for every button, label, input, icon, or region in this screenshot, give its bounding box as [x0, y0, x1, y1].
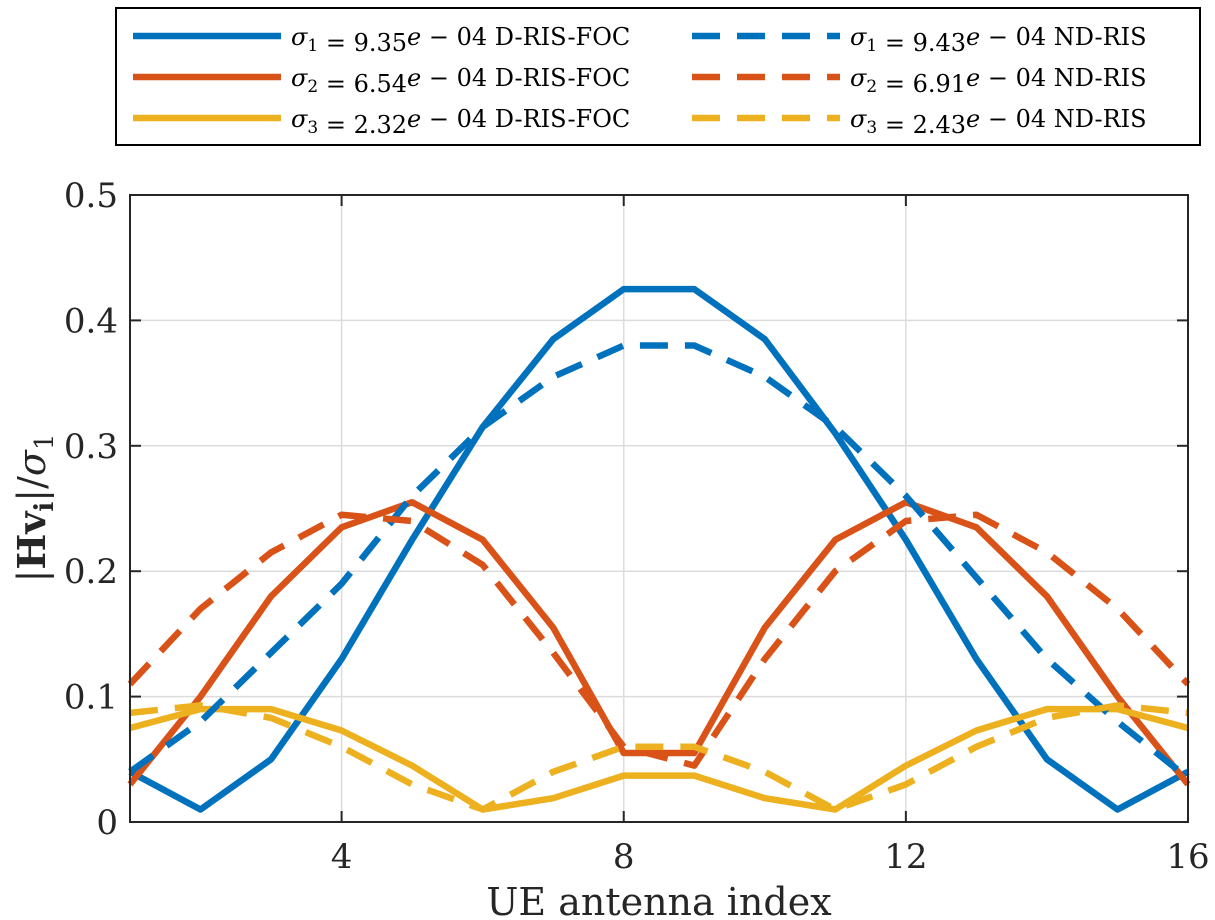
x-tick-label: 4 [331, 837, 353, 877]
y-axis-label-h: Hv [9, 510, 54, 570]
x-axis-label: UE antenna index [486, 880, 831, 920]
legend-box [115, 7, 1201, 146]
legend-label-6: σ3 = 2.43e − 04 ND-RIS [850, 105, 1147, 139]
legend-label-3: σ3 = 2.32e − 04 D-RIS-FOC [291, 105, 630, 139]
y-axis-label-sigma: σ [10, 449, 54, 476]
ticks: 4 8 12 16 0 0.1 0.2 0.3 0.4 0.5 [64, 176, 1210, 877]
legend: σ1 = 9.35e − 04 D-RIS-FOC σ2 = 6.54e − 04… [115, 7, 1201, 146]
series-layer [127, 285, 1191, 813]
series-line-5 [127, 511, 1191, 769]
legend-label-1: σ1 = 9.35e − 04 D-RIS-FOC [291, 23, 630, 57]
y-axis-label: |Hvi|/σ1 [9, 434, 60, 583]
y-axis-label-i: i [30, 502, 60, 512]
series-line-1 [128, 285, 1190, 813]
plot-frame [129, 194, 1189, 823]
axes [129, 194, 1189, 823]
y-axis-label-open: | [10, 570, 54, 583]
y-tick-label: 0.3 [64, 427, 118, 467]
y-tick-label: 0 [96, 803, 118, 843]
legend-label-2: σ2 = 6.54e − 04 D-RIS-FOC [291, 64, 630, 98]
y-tick-label: 0.1 [64, 678, 118, 718]
y-tick-label: 0.4 [64, 301, 118, 341]
y-tick-label: 0.5 [64, 176, 118, 216]
series-line-6 [129, 702, 1189, 813]
x-tick-label: 8 [613, 837, 635, 877]
legend-label-5: σ2 = 6.91e − 04 ND-RIS [850, 64, 1147, 98]
series-line-3 [129, 705, 1189, 813]
y-axis-label-close: |/ [10, 476, 54, 502]
legend-label-4: σ1 = 9.43e − 04 ND-RIS [850, 23, 1147, 57]
x-tick-label: 16 [1166, 837, 1209, 877]
y-axis-label-sub: 1 [30, 434, 60, 451]
y-tick-label: 0.2 [64, 552, 118, 592]
series-line-4 [128, 342, 1191, 781]
x-tick-label: 12 [884, 837, 927, 877]
